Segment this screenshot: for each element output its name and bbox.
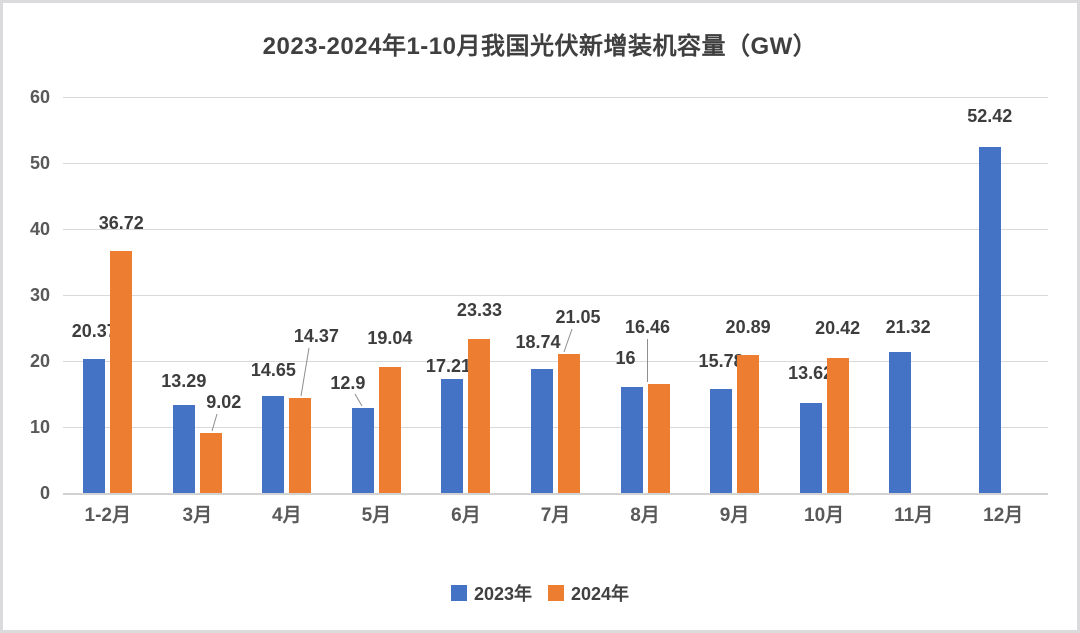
leader-line (300, 347, 310, 397)
data-label-2024年-8月: 16.46 (625, 317, 671, 338)
x-tick-label-1-2月: 1-2月 (84, 505, 131, 526)
plot-area: 20.37 13.29 14.65 12.9 17.21 18.74 16 15.78 13.6… (63, 97, 1048, 495)
x-tick-label-11月: 11月 (894, 505, 934, 526)
data-label-2024年-5月: 19.04 (367, 328, 413, 349)
bar-2024年-9月 (737, 355, 760, 493)
legend: 2023年 2024年 (0, 580, 1080, 606)
data-label-2023年-5月: 12.9 (330, 372, 366, 393)
legend-swatch-icon (450, 585, 467, 601)
data-label-2024年-10月: 20.42 (815, 318, 861, 339)
x-tick-label-4月: 4月 (272, 505, 302, 526)
bar-2023年-8月 (620, 387, 643, 493)
leader-line (354, 393, 363, 407)
gridline-50 (63, 163, 1048, 164)
bar-2023年-12月 (978, 147, 1001, 493)
data-label-2024年-1-2月: 36.72 (98, 212, 144, 233)
x-tick-label-8月: 8月 (630, 505, 660, 526)
chart-title: 2023-2024年1-10月我国光伏新增装机容量（GW） (262, 33, 818, 60)
y-tick-label: 50 (29, 153, 50, 173)
data-label-2023年-4月: 14.65 (250, 360, 296, 381)
data-label-2023年-7月: 18.74 (515, 332, 561, 353)
bar-2023年-10月 (799, 403, 822, 493)
data-label-2023年-11月: 21.32 (885, 317, 931, 338)
bar-2024年-8月 (647, 384, 670, 493)
legend-label: 2023年 (473, 584, 532, 604)
data-label-2023年-6月: 17.21 (425, 356, 471, 377)
legend-swatch-icon (548, 585, 564, 601)
gridline-20 (63, 361, 1048, 362)
bar-2023年-11月 (889, 352, 912, 493)
bar-2024年-3月 (199, 433, 222, 493)
label-leader-lines (211, 328, 648, 432)
bar-2023年-3月 (172, 405, 195, 493)
bar-2023年-9月 (710, 388, 733, 493)
legend-item-2024年: 2024年 (548, 580, 629, 606)
x-tick-label-6月: 6月 (451, 505, 481, 526)
data-label-2024年-3月: 9.02 (206, 392, 242, 413)
bar-2024年-5月 (378, 367, 401, 493)
y-tick-label: 0 (39, 483, 50, 503)
x-tick-label-5月: 5月 (361, 505, 392, 526)
bar-2023年-1-2月 (83, 358, 106, 493)
bar-2024年-4月 (289, 398, 312, 493)
bar-2023年-4月 (262, 396, 285, 493)
gridline-10 (63, 427, 1048, 428)
leader-line (563, 328, 573, 353)
data-label-2023年-10月: 13.62 (788, 363, 834, 384)
bar-2024年-6月 (468, 339, 491, 493)
data-label-2023年-8月: 16 (615, 348, 636, 369)
data-label-2024年-6月: 23.33 (456, 300, 502, 321)
y-tick-label: 60 (29, 87, 50, 107)
x-tick-label-7月: 7月 (540, 505, 571, 526)
bar-2023年-7月 (531, 369, 553, 493)
bar-2024年-10月 (826, 358, 849, 493)
leader-line (211, 413, 218, 432)
data-label-2024年-4月: 14.37 (293, 326, 339, 347)
y-tick-label: 40 (29, 219, 50, 239)
y-tick-label: 30 (29, 285, 50, 305)
gridline-40 (63, 229, 1048, 230)
y-tick-label: 20 (29, 351, 50, 371)
data-label-2023年-12月: 52.42 (967, 106, 1013, 127)
gridline-30 (63, 295, 1048, 296)
x-tick-label-9月: 9月 (719, 505, 750, 526)
x-tick-label-3月: 3月 (182, 505, 213, 526)
legend-label: 2024年 (571, 584, 630, 604)
data-label-2023年-9月: 15.78 (698, 350, 744, 371)
x-tick-label-10月: 10月 (804, 505, 845, 526)
bar-2023年-5月 (351, 407, 374, 493)
gridline-60 (63, 97, 1048, 98)
gridline-0 (63, 493, 1048, 495)
data-label-2024年-9月: 20.89 (725, 317, 771, 338)
y-tick-label: 10 (29, 417, 50, 437)
bar-2024年-7月 (558, 354, 580, 493)
bar-2024年-1-2月 (110, 250, 133, 493)
x-tick-label-12月: 12月 (983, 505, 1024, 526)
legend-item-2023年: 2023年 (450, 580, 532, 606)
data-label-2023年-1-2月: 20.37 (71, 320, 117, 341)
data-label-2024年-7月: 21.05 (555, 307, 601, 328)
data-label-2023年-3月: 13.29 (161, 371, 207, 392)
bar-2023年-6月 (441, 379, 464, 493)
